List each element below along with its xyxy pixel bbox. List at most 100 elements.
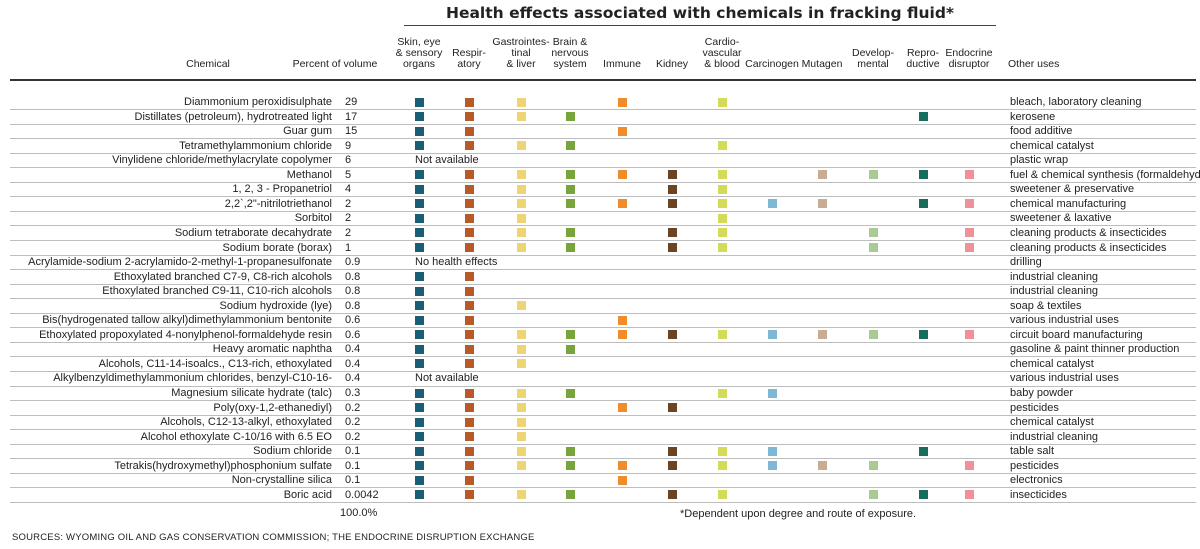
row-divider xyxy=(10,181,1196,183)
mutagen-effect-marker xyxy=(817,330,827,340)
kidney-effect-marker xyxy=(667,243,677,252)
immune-effect-marker xyxy=(617,330,627,340)
chemical-name: Ethoxylated branched C9-11, C10-rich alc… xyxy=(102,285,332,298)
other-use: industrial cleaning xyxy=(1010,285,1099,298)
header-developmental: Develop- mental xyxy=(851,47,895,70)
table-row: Heavy aromatic naphtha 0.4 gasoline & pain… xyxy=(10,342,1196,357)
row-divider xyxy=(10,312,1196,314)
table-row: Poly(oxy-1,2-ethanediyl) 0.2 pesticides xyxy=(10,401,1196,416)
row-divider xyxy=(10,501,1196,503)
percent-value: 2 xyxy=(345,197,352,210)
cardio-effect-marker xyxy=(717,97,727,107)
gastro-effect-marker xyxy=(516,490,526,500)
percent-value: 4 xyxy=(345,183,352,196)
header-other-uses: Other uses xyxy=(1008,58,1060,70)
cardio-effect-marker xyxy=(717,170,727,180)
other-use: pesticides xyxy=(1010,401,1059,414)
table-row: Sorbitol 2 sweetener & laxative xyxy=(10,211,1196,226)
other-use: chemical catalyst xyxy=(1010,416,1094,429)
reproductive-effect-marker xyxy=(918,199,928,209)
resp-effect-marker xyxy=(464,286,474,296)
row-divider xyxy=(10,429,1196,431)
row-divider xyxy=(10,356,1196,358)
table-row: Tetrakis(hydroxymethyl)phosphonium sulfa… xyxy=(10,459,1196,474)
cardio-effect-marker xyxy=(717,490,727,500)
header-reproductive: Repro- ductive xyxy=(906,47,940,70)
chemical-name: Sodium borate (borax) xyxy=(222,241,332,254)
other-use: fuel & chemical synthesis (formaldehyde) xyxy=(1010,168,1200,181)
gastro-effect-marker xyxy=(516,446,526,456)
resp-effect-marker xyxy=(464,490,474,500)
header-cardio: Cardio- vascular & blood xyxy=(702,36,742,70)
table-row: Bis(hydrogenated tallow alkyl)dimethylam… xyxy=(10,313,1196,328)
endocrine-effect-marker xyxy=(964,228,974,238)
skin-effect-marker xyxy=(414,228,424,238)
other-use: various industrial uses xyxy=(1010,314,1119,327)
resp-effect-marker xyxy=(464,461,474,471)
kidney-effect-marker xyxy=(667,170,677,180)
row-divider xyxy=(10,283,1196,285)
mutagen-effect-marker xyxy=(817,199,827,209)
other-use: kerosene xyxy=(1010,110,1056,123)
percent-value: 0.8 xyxy=(345,285,361,298)
carcinogen-effect-marker xyxy=(767,388,777,398)
resp-effect-marker xyxy=(464,97,474,107)
row-divider xyxy=(10,327,1196,329)
brain-effect-marker xyxy=(565,112,575,122)
header-chemical: Chemical xyxy=(186,58,230,70)
row-divider xyxy=(10,210,1196,212)
resp-effect-marker xyxy=(464,184,474,194)
endocrine-effect-marker xyxy=(964,461,974,471)
chemical-name: Tetramethylammonium chloride xyxy=(179,139,332,152)
gastro-effect-marker xyxy=(516,97,526,107)
other-use: food additive xyxy=(1010,125,1073,138)
other-use: circuit board manufacturing xyxy=(1010,328,1143,341)
immune-effect-marker xyxy=(617,475,627,485)
chemical-name: Tetrakis(hydroxymethyl)phosphonium sulfa… xyxy=(114,459,332,472)
chemical-name: 1, 2, 3 - Propanetriol xyxy=(232,183,332,196)
other-use: table salt xyxy=(1010,445,1055,458)
other-use: insecticides xyxy=(1010,488,1067,501)
carcinogen-effect-marker xyxy=(767,446,777,456)
other-use: various industrial uses xyxy=(1010,372,1119,385)
gastro-effect-marker xyxy=(516,359,526,369)
resp-effect-marker xyxy=(464,344,474,354)
developmental-effect-marker xyxy=(868,490,878,500)
percent-value: 0.2 xyxy=(345,430,361,443)
kidney-effect-marker xyxy=(667,330,677,340)
percent-value: 17 xyxy=(345,110,358,123)
reproductive-effect-marker xyxy=(918,112,928,122)
developmental-effect-marker xyxy=(868,170,878,180)
skin-effect-marker xyxy=(414,490,424,500)
row-note: Not available xyxy=(415,154,479,167)
reproductive-effect-marker xyxy=(918,170,928,180)
developmental-effect-marker xyxy=(868,461,878,471)
row-divider xyxy=(10,109,1196,111)
other-use: soap & textiles xyxy=(1010,299,1082,312)
chemical-name: Boric acid xyxy=(283,488,332,501)
table-row: Ethoxylated propoxylated 4-nonylphenol-f… xyxy=(10,328,1196,343)
table-row: Magnesium silicate hydrate (talc) 0.3 baby… xyxy=(10,386,1196,401)
brain-effect-marker xyxy=(565,141,575,151)
row-divider xyxy=(10,269,1196,271)
table-row: Ethoxylated branched C9-11, C10-rich alc… xyxy=(10,284,1196,299)
gastro-effect-marker xyxy=(516,170,526,180)
resp-effect-marker xyxy=(464,432,474,442)
table-row: Sodium borate (borax) 1 cleaning products … xyxy=(10,241,1196,256)
immune-effect-marker xyxy=(617,97,627,107)
row-divider xyxy=(10,487,1196,489)
skin-effect-marker xyxy=(414,184,424,194)
percent-value: 15 xyxy=(345,125,358,138)
total-percent: 100.0% xyxy=(340,507,378,519)
reproductive-effect-marker xyxy=(918,490,928,500)
header-skin: Skin, eye & sensory organs xyxy=(395,36,443,70)
row-divider xyxy=(10,400,1196,402)
table-row: Methanol 5 fuel & chemical synthesis (form… xyxy=(10,168,1200,183)
resp-effect-marker xyxy=(464,243,474,252)
row-divider xyxy=(10,298,1196,300)
percent-value: 0.4 xyxy=(345,343,361,356)
sources: SOURCES: WYOMING OIL AND GAS CONSERVATIO… xyxy=(12,532,535,543)
header-rule xyxy=(10,79,1196,81)
chemical-name: Alcohols, C12-13-alkyl, ethoxylated xyxy=(160,416,332,429)
skin-effect-marker xyxy=(414,213,424,223)
